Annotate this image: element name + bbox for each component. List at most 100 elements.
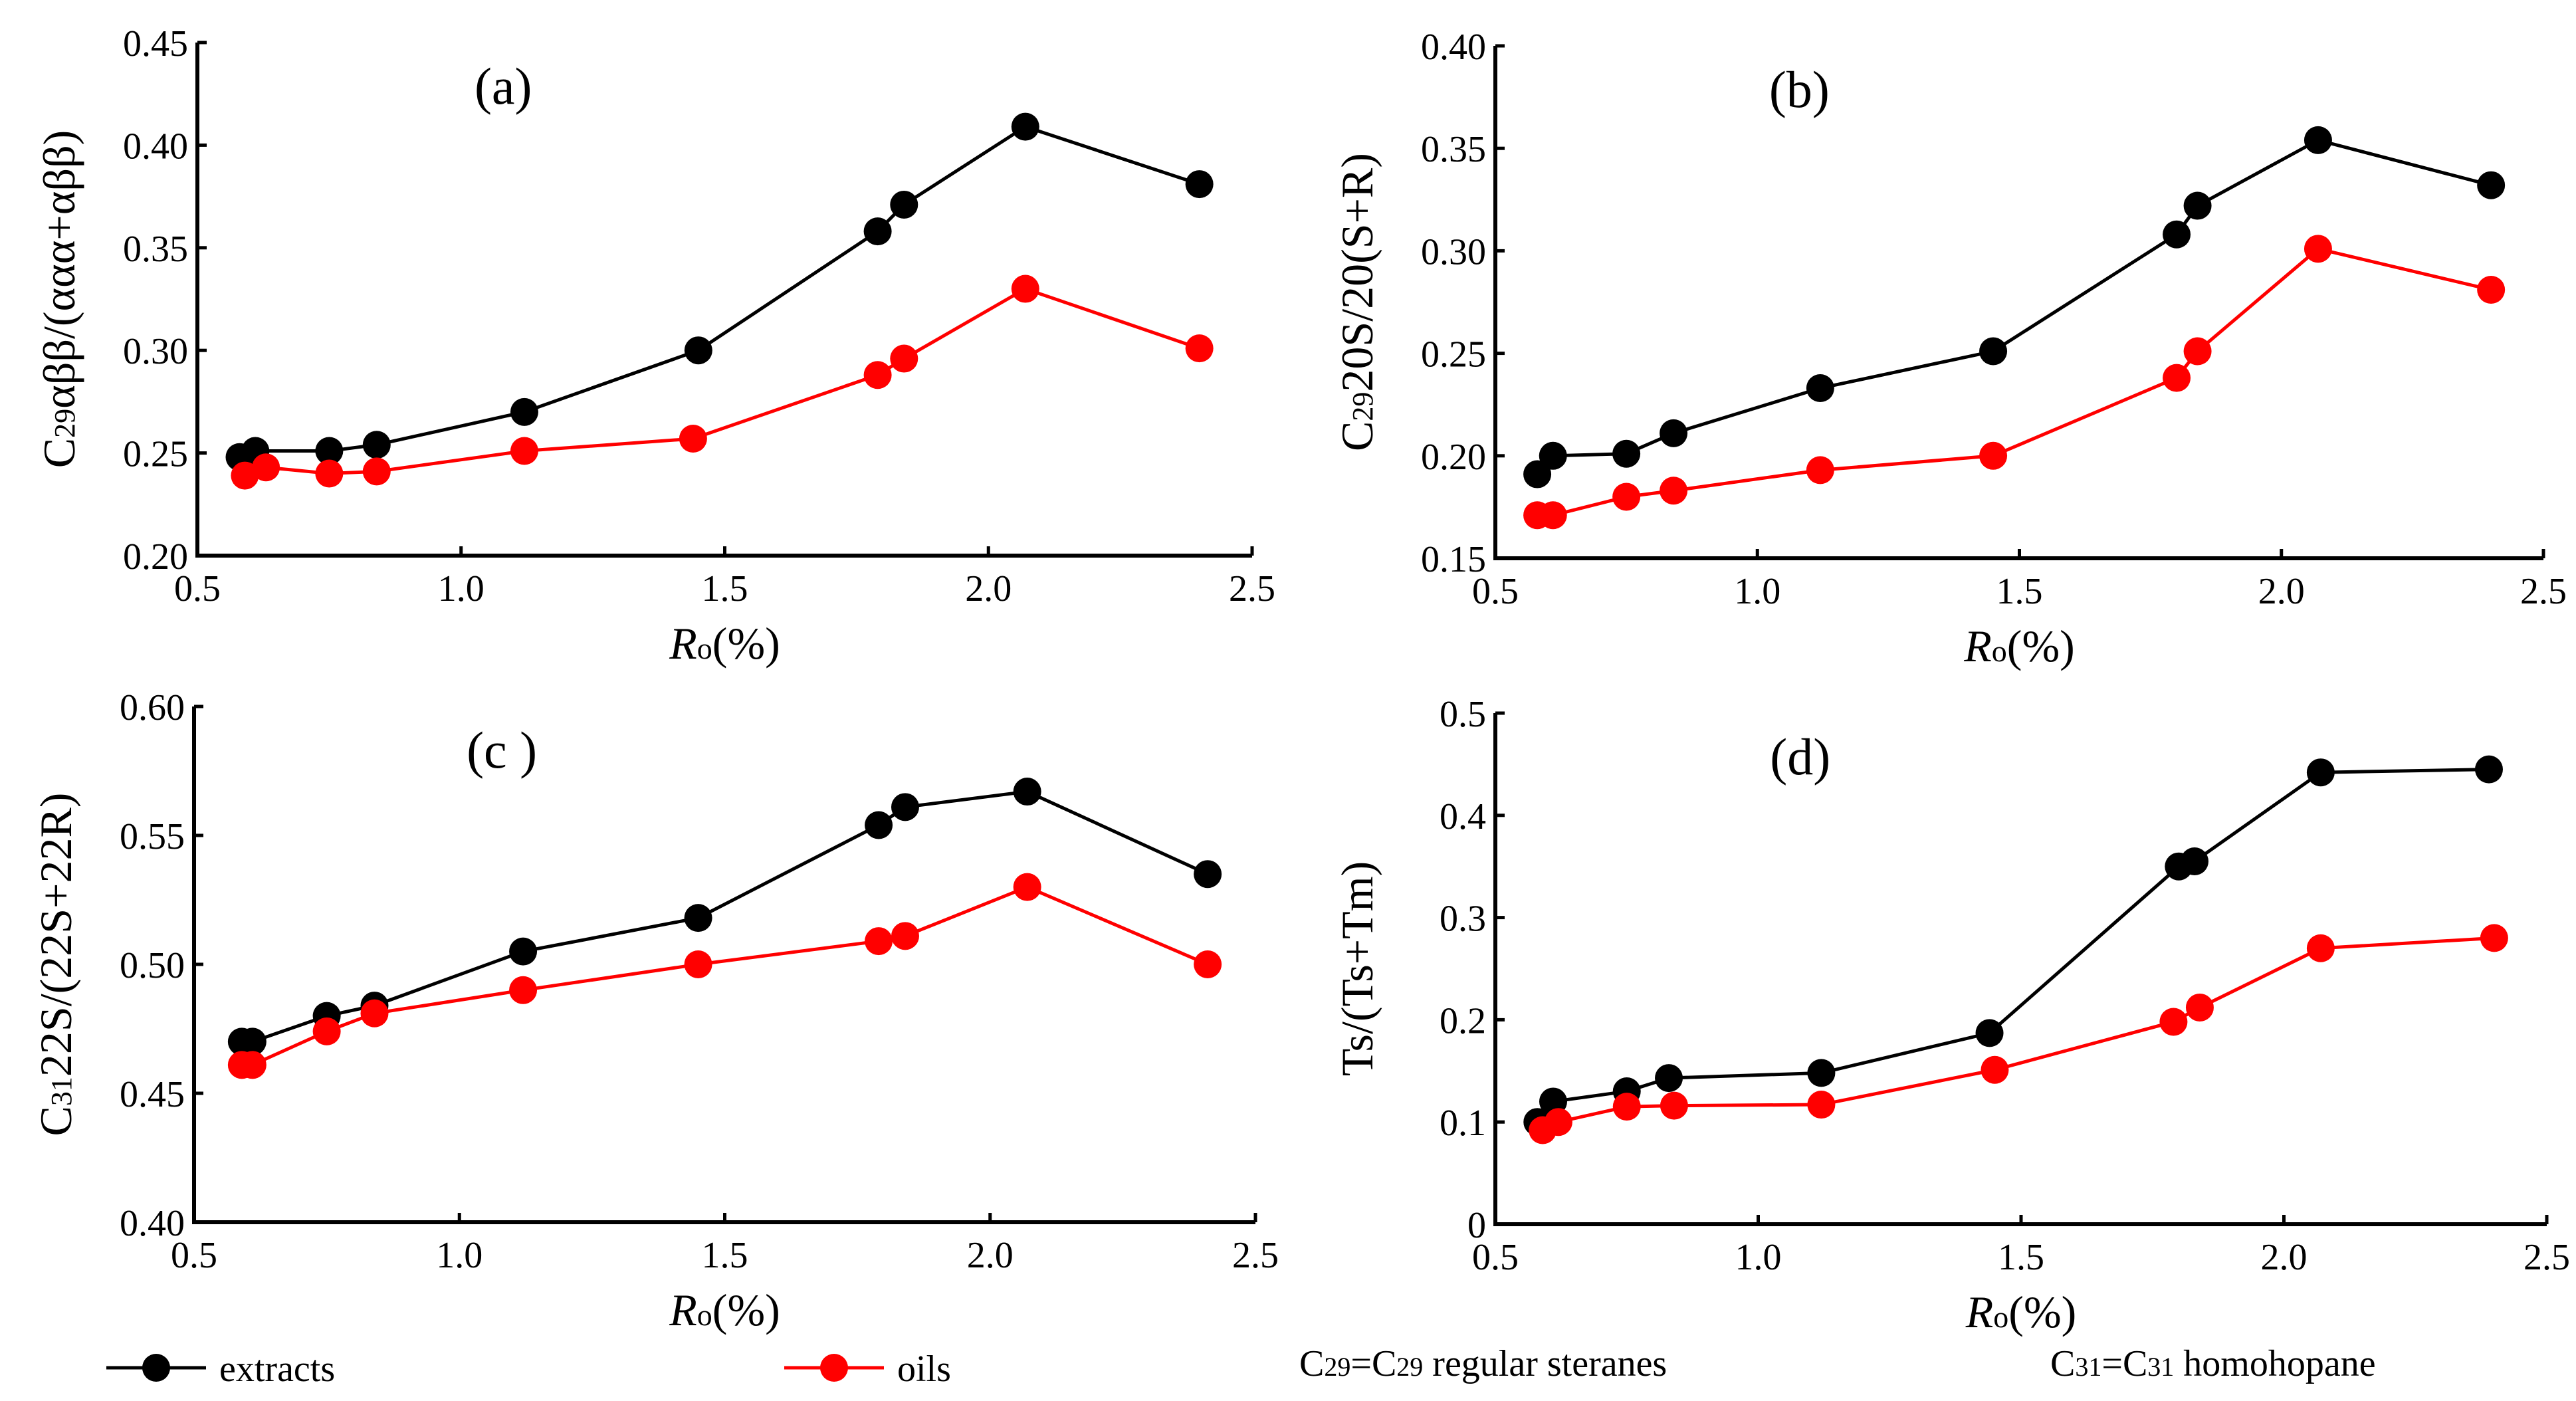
- data-point-extracts: [1194, 860, 1222, 889]
- x-tick-label: 1.5: [1998, 1237, 2044, 1278]
- x-tick-label: 1.5: [1996, 571, 2043, 612]
- data-point-oils: [2183, 337, 2212, 366]
- data-point-extracts: [1185, 170, 1214, 199]
- x-label-sub: o: [1992, 634, 2007, 668]
- data-point-extracts: [2304, 126, 2332, 154]
- data-point-oils: [362, 457, 391, 486]
- x-tick-label: 2.5: [1229, 568, 1275, 609]
- data-point-oils: [2306, 934, 2335, 962]
- data-point-oils: [312, 1017, 341, 1045]
- x-label-italic: R: [669, 1285, 697, 1335]
- y-label-sub: 31: [45, 1077, 78, 1106]
- y-label-rest: αββ/(ααα+αββ): [34, 130, 84, 409]
- data-point-oils: [891, 922, 919, 950]
- data-point-extracts: [863, 217, 892, 246]
- x-axis-label: Ro(%): [669, 1285, 780, 1335]
- y-tick-label: 0.15: [1421, 539, 1486, 580]
- data-point-oils: [509, 976, 538, 1004]
- data-point-oils: [1806, 456, 1834, 485]
- note-mid: =C: [1350, 1343, 1396, 1384]
- data-point-extracts: [2306, 758, 2335, 787]
- x-axis-label: Ro(%): [1965, 1287, 2076, 1337]
- data-point-oils: [315, 459, 344, 488]
- y-tick-label: 0.50: [120, 945, 185, 986]
- x-tick-label: 0.5: [171, 1235, 217, 1276]
- y-tick-label: 0.25: [123, 434, 188, 475]
- data-point-extracts: [1660, 419, 1688, 447]
- data-point-extracts: [684, 904, 712, 932]
- y-tick-label: 0.45: [123, 23, 188, 64]
- series-line-extracts: [241, 790, 1209, 1043]
- x-label-sub: o: [697, 631, 712, 665]
- x-label-rest: (%): [2008, 1287, 2076, 1337]
- data-point-extracts: [1979, 337, 2008, 366]
- series-extracts: [1523, 755, 2503, 1136]
- y-label-sub: 29: [49, 409, 81, 438]
- panel-d: 0.5 1.0 1.5 2.0 2.5 0 0.1 0.2 0.3 0.4 0.5 (d) Ro(%) T…: [1332, 694, 2570, 1337]
- y-tick-label: 0.55: [120, 816, 185, 857]
- x-label-rest: (%): [2007, 621, 2075, 671]
- data-point-oils: [1660, 1091, 1688, 1120]
- x-tick-label: 1.0: [438, 568, 484, 609]
- legend-note: C31=C31 homohopane: [2050, 1343, 2376, 1384]
- x-label-rest: (%): [712, 1285, 780, 1335]
- y-tick-label: 0.25: [1421, 334, 1486, 376]
- x-label-italic: R: [1965, 1287, 1994, 1337]
- x-tick-label: 2.0: [2258, 571, 2305, 612]
- data-point-extracts: [1011, 112, 1039, 141]
- legend-marker: [820, 1354, 848, 1382]
- data-point-extracts: [1539, 441, 1567, 470]
- data-point-oils: [510, 437, 538, 465]
- y-label-pre: C: [34, 438, 84, 468]
- y-tick-label: 0.20: [123, 536, 188, 578]
- y-label-pre: Ts/(Ts+Tm): [1332, 861, 1382, 1076]
- data-point-oils: [863, 361, 892, 389]
- y-tick-label: 0.2: [1440, 1000, 1486, 1041]
- data-point-extracts: [315, 437, 344, 465]
- series-extracts: [227, 778, 1222, 1056]
- x-tick-label: 1.5: [702, 568, 748, 609]
- panel-title: (c ): [467, 721, 537, 779]
- y-label-rest: 22S/(22S+22R): [31, 793, 81, 1077]
- data-point-extracts: [684, 336, 712, 365]
- data-point-oils: [1539, 501, 1567, 530]
- y-tick-label: 0.45: [120, 1074, 185, 1115]
- x-tick-label: 1.0: [1734, 571, 1780, 612]
- data-point-oils: [1011, 274, 1039, 303]
- data-point-extracts: [2181, 847, 2209, 876]
- data-point-oils: [2159, 1008, 2188, 1036]
- data-point-extracts: [362, 431, 391, 459]
- data-point-extracts: [891, 793, 919, 821]
- y-axis-label: C3122S/(22S+22R): [31, 793, 81, 1136]
- x-tick-label: 2.5: [2520, 571, 2567, 612]
- panel-title: (d): [1770, 728, 1830, 786]
- series-line-oils: [1542, 936, 2495, 1132]
- y-tick-label: 0.60: [120, 687, 185, 728]
- data-point-extracts: [1013, 778, 1041, 806]
- y-label-pre: C: [31, 1106, 81, 1136]
- legend-label: oils: [897, 1348, 951, 1390]
- note-sub: 31: [2075, 1352, 2101, 1382]
- legend-marker: [142, 1354, 170, 1382]
- x-label-sub: o: [1993, 1300, 2008, 1334]
- data-point-oils: [1807, 1091, 1836, 1119]
- x-tick-label: 2.0: [965, 568, 1012, 609]
- data-point-oils: [1612, 1093, 1641, 1121]
- x-axis-label: Ro(%): [669, 618, 780, 669]
- y-tick-label: 0.40: [1421, 27, 1486, 68]
- y-tick-label: 0.40: [120, 1203, 185, 1244]
- series-line-oils: [241, 885, 1209, 1067]
- y-axis-label: Ts/(Ts+Tm): [1332, 861, 1382, 1076]
- data-point-oils: [2185, 993, 2214, 1022]
- legend: extracts oils C29=C29 regular steranes C31=…: [106, 1343, 2376, 1390]
- series-line-oils: [244, 286, 1200, 477]
- data-point-oils: [1660, 477, 1688, 505]
- data-point-oils: [238, 1051, 267, 1079]
- data-point-extracts: [1612, 439, 1641, 468]
- note-mid: =C: [2101, 1343, 2147, 1384]
- legend-item-extracts: extracts: [106, 1348, 335, 1390]
- series-line-extracts: [1536, 768, 2490, 1123]
- data-point-oils: [2480, 924, 2508, 952]
- data-point-oils: [679, 424, 707, 453]
- data-point-extracts: [238, 1027, 267, 1056]
